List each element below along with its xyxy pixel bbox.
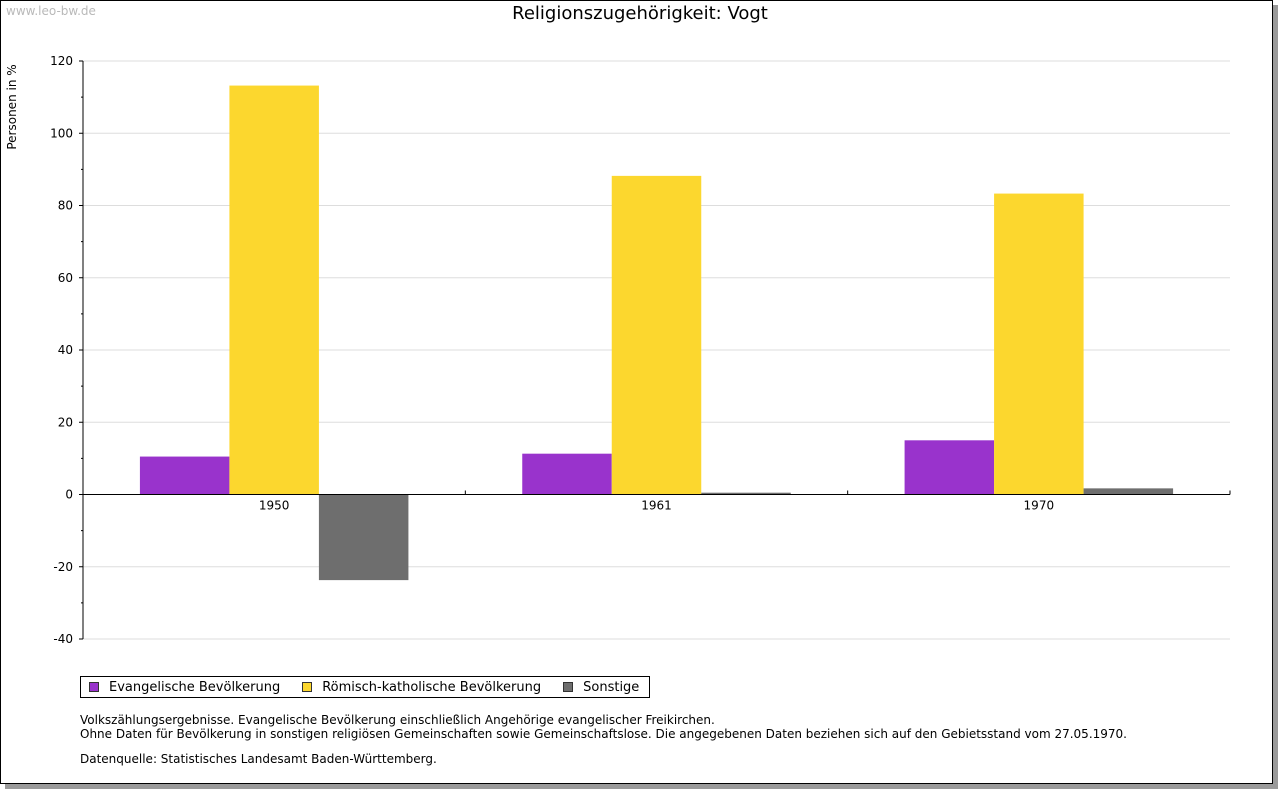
bar-sonstige: [1083, 488, 1174, 495]
footnote-line: Volkszählungsergebnisse. Evangelische Be…: [80, 713, 715, 727]
legend-label: Römisch-katholische Bevölkerung: [322, 679, 542, 695]
y-tick-label: 60: [58, 271, 73, 285]
watermark: www.leo-bw.de: [6, 4, 96, 18]
bar-sonstige: [318, 494, 409, 581]
bar-katholisch: [994, 193, 1084, 495]
data-source: Datenquelle: Statistisches Landesamt Bad…: [80, 752, 437, 766]
legend-item: Sonstige: [563, 680, 639, 695]
y-tick-label: -20: [53, 560, 73, 574]
legend-label: Sonstige: [583, 679, 640, 695]
bar-evangelisch: [904, 440, 995, 495]
legend-swatch: [302, 682, 313, 692]
legend-label: Evangelische Bevölkerung: [109, 679, 281, 695]
bar-sonstige: [701, 492, 791, 495]
chart-title: Religionszugehörigkeit: Vogt: [512, 3, 768, 24]
axes: -40 -20 0 20 40 60 80 100 120 1950 1961 1970: [50, 54, 1231, 646]
x-tick-label: 1950: [259, 499, 290, 513]
bar-katholisch: [611, 175, 702, 495]
y-tick-label: 100: [50, 126, 73, 140]
footnotes: Volkszählungsergebnisse. Evangelische Be…: [80, 713, 1127, 741]
y-tick-label: -40: [53, 632, 73, 646]
y-tick-label: 40: [58, 343, 73, 357]
x-tick-label: 1970: [1024, 499, 1055, 513]
bar-evangelisch: [139, 456, 230, 495]
footnote-line: Ohne Daten für Bevölkerung in sonstigen …: [80, 727, 1127, 741]
bars: [139, 85, 1174, 581]
y-tick-label: 20: [58, 415, 73, 429]
legend-swatch: [89, 682, 99, 692]
x-tick-label: 1961: [641, 499, 672, 513]
bar-evangelisch: [522, 453, 612, 495]
y-axis-label: Personen in %: [5, 64, 19, 149]
bar-katholisch: [229, 85, 319, 495]
y-tick-label: 0: [65, 488, 73, 502]
legend-item: Evangelische Bevölkerung: [89, 680, 280, 695]
legend-item: Römisch-katholische Bevölkerung: [302, 680, 541, 695]
legend: Evangelische Bevölkerung Römisch-katholis…: [80, 676, 651, 698]
legend-swatch: [563, 682, 574, 692]
y-tick-label: 120: [50, 54, 73, 68]
y-tick-label: 80: [58, 199, 73, 213]
